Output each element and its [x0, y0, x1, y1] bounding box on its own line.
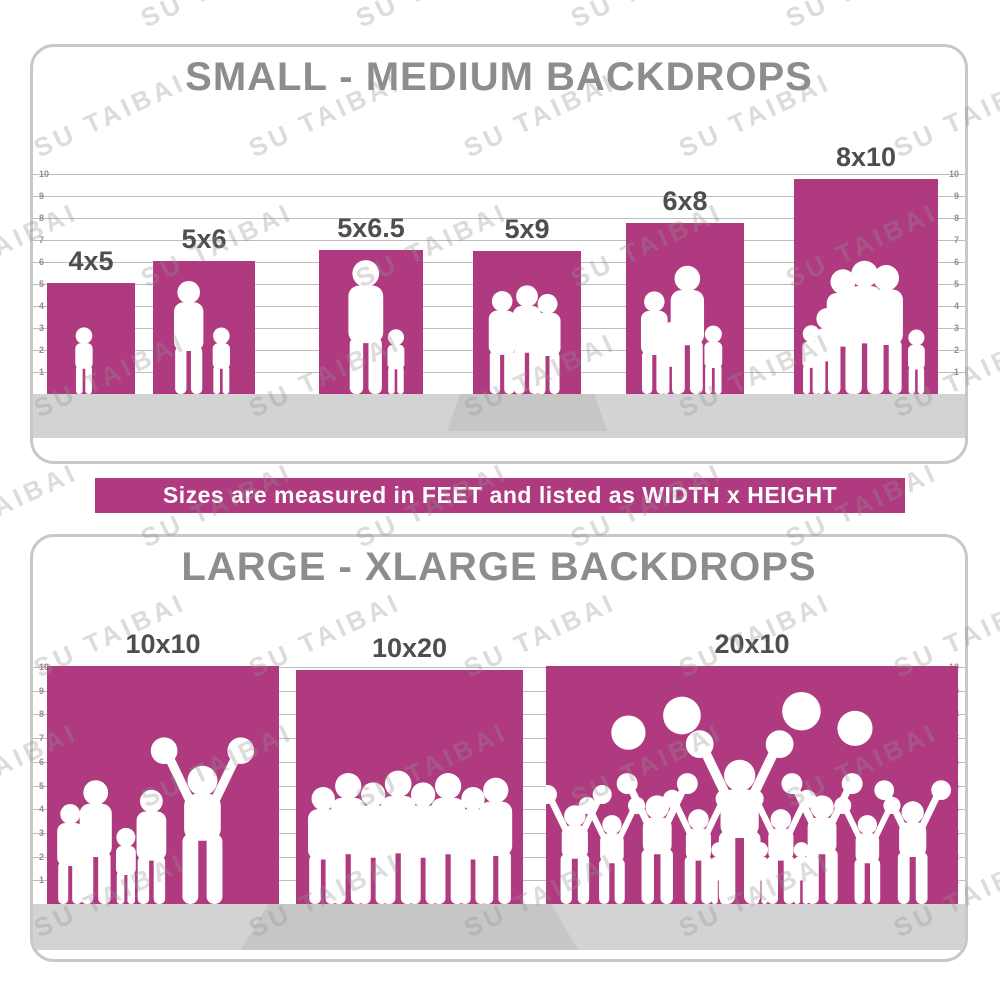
ruler-tick-label: 1 — [39, 875, 45, 886]
backdrop-bar-5x6.5 — [319, 250, 423, 394]
toddler-girl-silhouette — [75, 327, 93, 394]
banner-text: Sizes are measured in FEET and listed as… — [162, 482, 838, 508]
ruler-tick-label: 3 — [39, 827, 45, 838]
ruler-tick-label: 3 — [39, 323, 45, 333]
family-of-four-silhouette — [640, 265, 723, 394]
large-xlarge-chart: 112233445566778899101010x1010x2020x10 — [33, 537, 965, 959]
bar-size-label: 6x8 — [662, 186, 708, 216]
ruler-tick-label: 9 — [39, 685, 45, 696]
watermark-text: SU TAIBAI — [996, 197, 1000, 294]
watermark-text: SU TAIBAI — [996, 717, 1000, 814]
watermark-text: SU TAIBAI — [351, 0, 513, 34]
ruler-tick-label: 8 — [953, 213, 959, 223]
celebrating-family-silhouette — [57, 737, 255, 904]
ruler-tick-label: 7 — [953, 235, 959, 245]
ruler-line — [33, 240, 965, 241]
small-medium-chart: 1 1 2 2 3 3 4 4 5 5 6 6 7 7 8 8 9 9 10 10 4x5 5x6 5x6.5 5x9 6x8 8… — [33, 47, 965, 461]
ruler-tick-label: 10 — [39, 169, 50, 179]
bar-size-label: 4x5 — [68, 246, 114, 276]
backdrop-bar-6x8 — [626, 223, 744, 394]
large-xlarge-title: LARGE - XLARGE BACKDROPS — [181, 545, 817, 589]
ruler-tick-label: 6 — [39, 257, 45, 267]
pedestal-platform — [447, 394, 607, 431]
bar-size-label: 5x9 — [504, 214, 550, 244]
family-group-silhouette — [488, 285, 561, 394]
backdrop-bar-10x10 — [47, 666, 279, 904]
bar-size-label: 20x10 — [714, 629, 790, 659]
mother-and-child-silhouette — [174, 280, 230, 394]
ruler-tick-label: 4 — [953, 301, 959, 311]
ruler-line — [33, 174, 965, 175]
small-medium-title: SMALL - MEDIUM BACKDROPS — [185, 55, 813, 99]
watermark-text: SU TAIBAI — [566, 0, 728, 34]
ruler-tick-label: 1 — [39, 367, 45, 377]
ruler-tick-label: 6 — [953, 257, 959, 267]
ruler-tick-label: 7 — [39, 733, 45, 744]
ruler-tick-label: 9 — [953, 191, 959, 201]
ruler-tick-label: 8 — [39, 709, 45, 720]
backdrop-bar-20x10 — [546, 666, 958, 904]
ruler-tick-label: 3 — [953, 323, 959, 333]
ruler-tick-label: 1 — [953, 367, 959, 377]
father-and-child-silhouette — [348, 260, 405, 394]
bar-size-label: 10x10 — [125, 629, 201, 659]
backdrop-bar-10x20 — [296, 670, 523, 904]
large-xlarge-panel: LARGE - XLARGE BACKDROPS 112233445566778… — [30, 534, 968, 962]
ruler-tick-label: 10 — [39, 662, 50, 672]
ruler-tick-label: 8 — [39, 213, 45, 223]
size-info-banner: Sizes are measured in FEET and listed as… — [95, 478, 905, 513]
ruler-line — [33, 218, 965, 219]
ruler-tick-label: 2 — [953, 345, 959, 355]
watermark-text: SU TAIBAI — [996, 0, 1000, 34]
bar-size-label: 10x20 — [371, 633, 448, 663]
ruler-tick-label: 5 — [953, 279, 959, 289]
ruler-tick-label: 9 — [39, 191, 45, 201]
ruler-line — [33, 196, 965, 197]
watermark-text: SU TAIBAI — [136, 0, 298, 34]
ruler-tick-label: 2 — [39, 851, 45, 862]
small-medium-panel: SMALL - MEDIUM BACKDROPS 1 1 2 2 3 3 4 4 5 5 6 6 7 7 8… — [30, 44, 968, 464]
backdrop-bar-5x9 — [473, 251, 581, 394]
pedestal-platform — [241, 904, 578, 950]
backdrop-bar-5x6 — [153, 261, 255, 394]
watermark-text: SU TAIBAI — [0, 0, 83, 34]
ruler-tick-label: 5 — [39, 279, 45, 289]
ruler-line — [33, 667, 965, 668]
ruler-tick-label: 4 — [39, 301, 45, 311]
backdrop-bar-4x5 — [47, 283, 135, 394]
cheerleading-squad-silhouette — [546, 691, 952, 904]
ruler-tick-label: 5 — [39, 780, 45, 791]
ruler-tick-label: 2 — [39, 345, 45, 355]
ruler-tick-label: 4 — [39, 804, 45, 815]
bar-size-label: 8x10 — [835, 142, 897, 172]
watermark-text: SU TAIBAI — [996, 457, 1000, 554]
bar-size-label: 5x6 — [181, 224, 227, 254]
large-family-group-silhouette — [802, 260, 925, 394]
watermark-text: SU TAIBAI — [781, 0, 943, 34]
ruler-tick-label: 7 — [39, 235, 45, 245]
ruler-tick-label: 6 — [39, 756, 45, 767]
group-of-adults-silhouette — [308, 770, 513, 904]
backdrop-bar-8x10 — [794, 179, 938, 394]
bar-size-label: 5x6.5 — [337, 213, 405, 243]
ruler-tick-label: 10 — [948, 169, 959, 179]
